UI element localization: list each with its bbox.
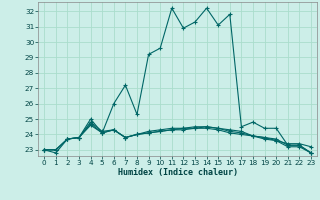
X-axis label: Humidex (Indice chaleur): Humidex (Indice chaleur) bbox=[118, 168, 238, 177]
